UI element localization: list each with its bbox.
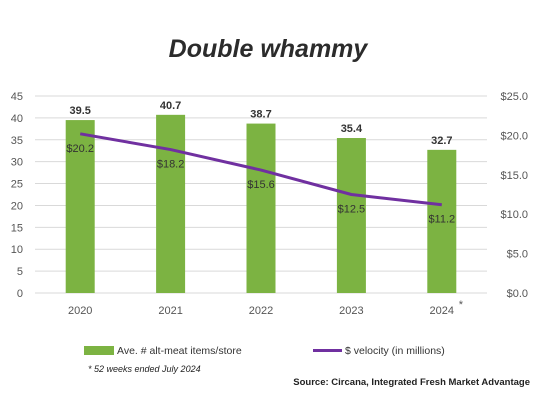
- left-tick-label: 5: [17, 266, 23, 278]
- x-tick-label: 2023: [339, 305, 363, 317]
- left-tick-label: 45: [11, 91, 23, 103]
- bar: [427, 149, 457, 293]
- x-tick-label: 2021: [158, 305, 182, 317]
- bar-data-label: 35.4: [341, 123, 363, 135]
- bar-data-label: 40.7: [160, 100, 181, 112]
- left-tick-label: 25: [11, 179, 23, 191]
- chart-title: Double whammy: [169, 35, 369, 63]
- x-axis: 2020 2021 2022 2023 2024 *: [68, 299, 464, 317]
- line-data-label: $18.2: [157, 159, 185, 171]
- line-data-label: $20.2: [66, 143, 94, 155]
- right-tick-label: $0.0: [507, 288, 528, 300]
- bar: [65, 120, 95, 293]
- left-tick-label: 0: [17, 288, 23, 300]
- bar-series: 39.5 40.7 38.7 35.4 32.7: [65, 100, 457, 293]
- x-tick-label: 2022: [249, 305, 273, 317]
- line-data-label: $12.5: [338, 204, 366, 216]
- footnote: * 52 weeks ended July 2024: [88, 364, 201, 374]
- line-data-label: $11.2: [428, 214, 455, 226]
- bar-data-label: 39.5: [69, 105, 90, 117]
- left-tick-label: 10: [11, 244, 23, 256]
- bar: [246, 123, 276, 293]
- left-tick-label: 30: [11, 157, 23, 169]
- left-tick-label: 35: [11, 135, 23, 147]
- left-axis: 0 5 10 15 20 25 30 35 40 45: [11, 91, 23, 300]
- line-data-label: $15.6: [247, 179, 275, 191]
- source-note: Source: Circana, Integrated Fresh Market…: [293, 377, 530, 388]
- legend: Ave. # alt-meat items/store $ velocity (…: [84, 345, 445, 357]
- x-tick-footnote-mark: *: [459, 299, 464, 311]
- line-series: $20.2 $18.2 $15.6 $12.5 $11.2: [66, 132, 455, 226]
- x-tick-label: 2020: [68, 305, 92, 317]
- bar: [336, 138, 366, 293]
- bar-data-label: 38.7: [250, 109, 271, 121]
- right-tick-label: $20.0: [500, 130, 528, 142]
- right-tick-label: $5.0: [507, 249, 528, 261]
- right-tick-label: $25.0: [500, 91, 528, 103]
- legend-swatch-bars: [84, 346, 114, 355]
- right-tick-label: $15.0: [500, 170, 528, 182]
- right-tick-label: $10.0: [500, 209, 528, 221]
- bar: [156, 114, 186, 293]
- legend-label-bars: Ave. # alt-meat items/store: [117, 345, 242, 357]
- legend-label-line: $ velocity (in millions): [345, 345, 445, 357]
- left-tick-label: 40: [11, 113, 23, 125]
- left-tick-label: 15: [11, 222, 23, 234]
- right-axis: $0.0 $5.0 $10.0 $15.0 $20.0 $25.0: [500, 91, 528, 300]
- left-tick-label: 20: [11, 200, 23, 212]
- x-tick-label: 2024: [430, 305, 454, 317]
- bar-data-label: 32.7: [431, 135, 452, 147]
- velocity-line: [79, 132, 442, 207]
